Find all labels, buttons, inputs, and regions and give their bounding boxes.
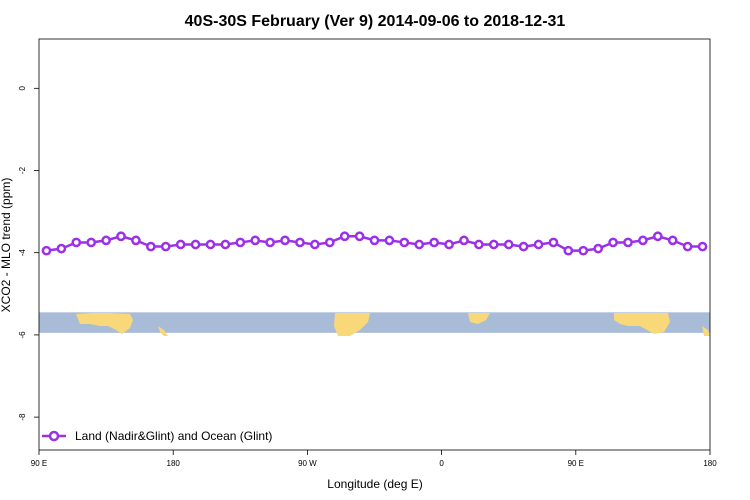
data-point [280,235,290,246]
data-point [578,245,589,256]
y-axis-label: XCO2 - MLO trend (ppm) [0,178,13,313]
data-point [593,243,604,254]
data-point [71,237,82,248]
data-point [697,241,708,252]
map-landmass-4 [468,313,490,324]
data-point [190,239,201,250]
x-tick-label: 90 W [298,459,317,468]
y-tick-label: -2 [18,166,27,174]
data-point [667,235,678,246]
plot-frame [38,38,711,451]
map-ocean [39,312,710,333]
legend-marker-swatch [48,430,60,442]
data-point [205,239,216,250]
data-point [518,241,529,252]
data-point [533,239,544,250]
series-layer [41,231,708,256]
data-point [116,231,126,242]
data-point [310,239,320,250]
y-tick-label: -8 [18,413,27,421]
data-point [369,235,380,246]
x-axis: 90 E 180 90 W 0 90 E 180 [31,450,717,468]
data-point [548,237,559,248]
data-point [638,235,648,246]
data-point [608,237,618,248]
data-point [175,239,186,250]
data-point [354,231,365,242]
data-point [145,241,156,252]
map-landmass-5 [614,313,670,334]
data-point [56,243,67,254]
y-tick-label: -4 [18,249,27,257]
data-point [682,241,693,252]
data-point [250,235,261,246]
data-point [459,235,469,246]
data-point [339,231,350,242]
data-point [399,237,410,248]
x-tick-label: 180 [167,459,181,468]
x-axis-label: Longitude (deg E) [327,477,422,491]
data-point [414,239,425,250]
data-point [160,241,171,252]
map-landmass-6 [702,326,710,336]
data-point [235,237,246,248]
data-point [86,237,97,248]
data-point [623,237,633,248]
map-landmass-3 [334,313,370,336]
x-tick-label: 90 E [31,459,47,468]
x-tick-label: 0 [439,459,444,468]
chart-title: 40S-30S February (Ver 9) 2014-09-06 to 2… [185,13,566,30]
x-tick-label: 180 [703,459,717,468]
legend: Land (Nadir&Glint) and Ocean (Glint) [42,429,272,443]
map-strip [39,312,710,336]
y-tick-label: 0 [18,86,27,91]
data-point [444,239,454,250]
data-point [41,245,52,256]
data-point [295,237,305,248]
data-point [265,237,275,248]
data-point [652,231,663,242]
x-tick-label: 90 E [568,459,584,468]
data-point [101,235,111,246]
data-point [324,237,335,248]
y-axis: 0 -2 -4 -6 -8 [18,86,39,421]
data-point [131,235,141,246]
y-tick-label: -6 [18,331,27,339]
data-point [488,239,499,250]
legend-label: Land (Nadir&Glint) and Ocean (Glint) [75,429,272,443]
data-point [474,239,484,250]
data-point [429,237,439,248]
data-point [503,239,514,250]
data-point [563,245,574,256]
data-point [384,235,395,246]
map-landmass-1 [76,313,133,334]
map-landmass-2 [158,326,168,336]
data-point [220,239,231,250]
